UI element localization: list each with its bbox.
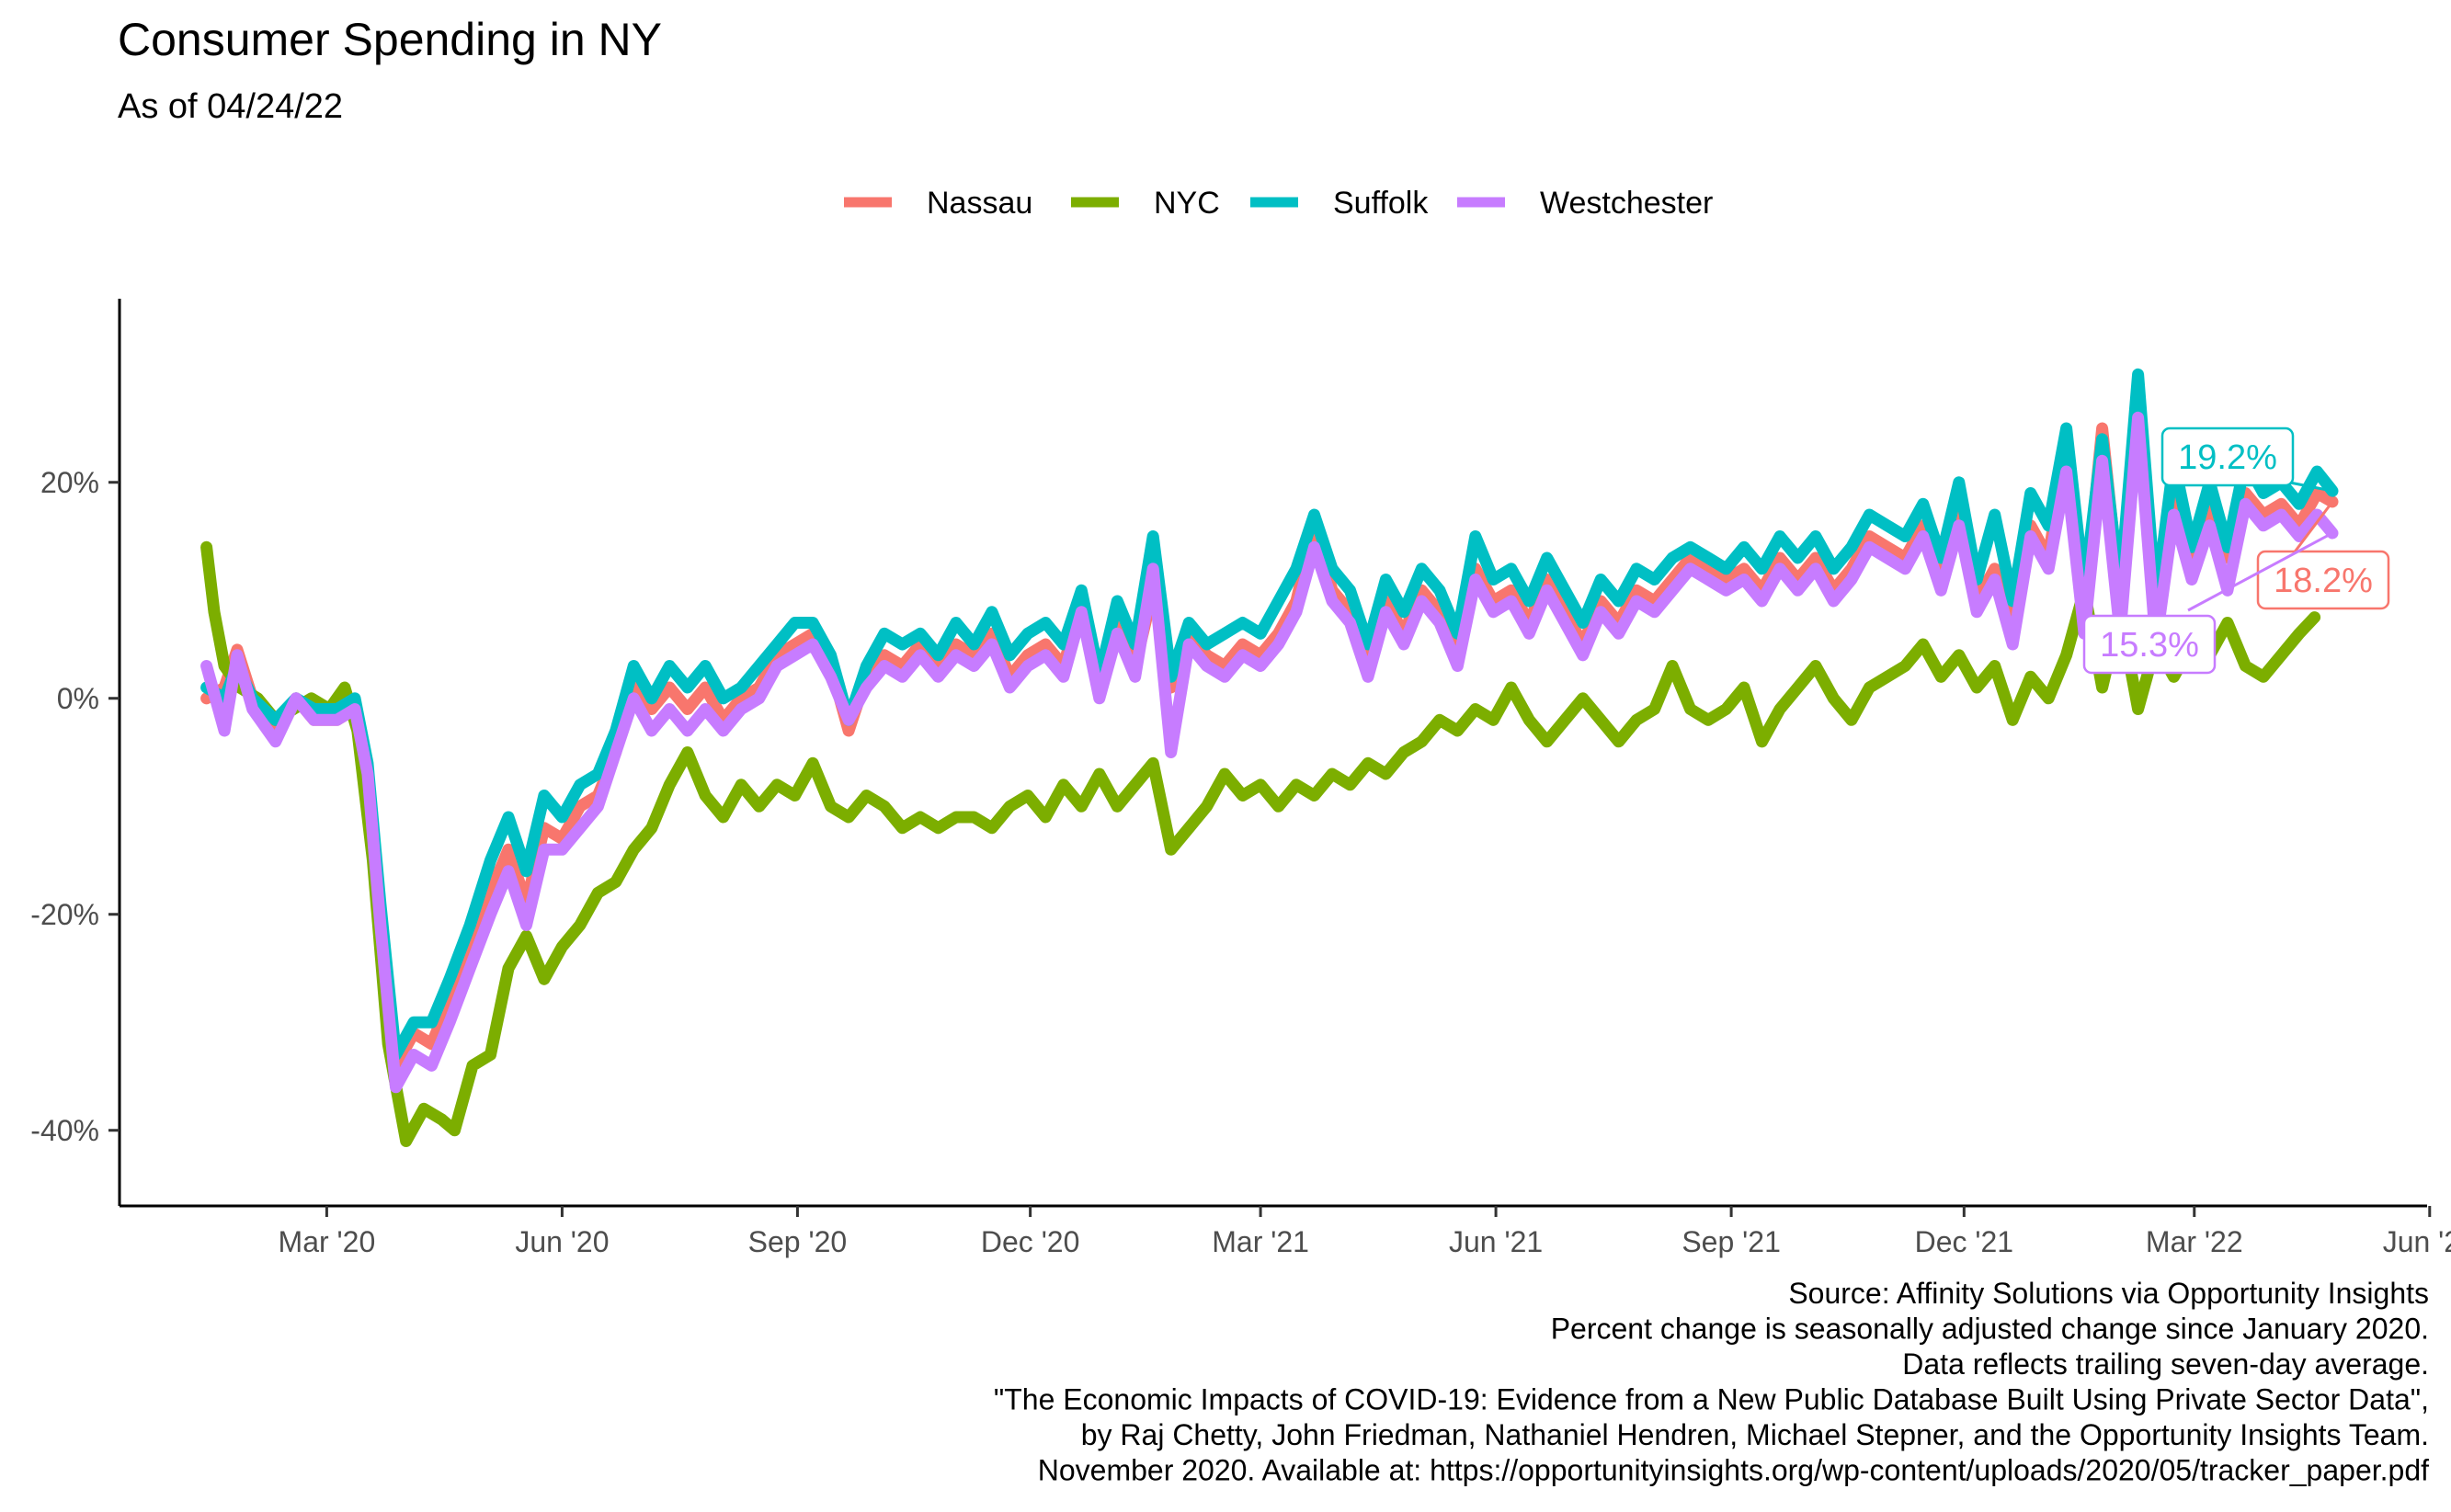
x-tick-label: Jun '21 (1449, 1225, 1543, 1258)
caption-line: Data reflects trailing seven-day average… (1902, 1347, 2429, 1381)
legend: Nassau NYC Suffolk Westchester (844, 186, 1713, 221)
x-tick-label: Mar '21 (1212, 1225, 1309, 1258)
series-line-suffolk (200, 368, 2339, 1061)
caption-line: November 2020. Available at: https://opp… (1038, 1454, 2429, 1487)
chart-subtitle: As of 04/24/22 (118, 87, 343, 126)
caption-line: Percent change is seasonally adjusted ch… (1551, 1313, 2429, 1346)
series-layer (200, 368, 2339, 1147)
end-label-box-suffolk (2160, 426, 2295, 487)
y-tick-label: -40% (30, 1114, 99, 1147)
y-axis-ticks: -40% -20% 0% 20% (30, 466, 120, 1147)
x-tick-label: Jun '22 (2383, 1225, 2451, 1258)
x-tick-label: Mar '20 (279, 1225, 376, 1258)
legend-label-suffolk: Suffolk (1333, 186, 1429, 221)
end-label-box-westchester (2082, 614, 2217, 675)
chart-title: Consumer Spending in NY (118, 14, 662, 65)
caption: Source: Affinity Solutions via Opportuni… (994, 1277, 2429, 1487)
end-label-suffolk: 19.2% (2178, 438, 2277, 477)
caption-line: "The Economic Impacts of COVID-19: Evide… (994, 1383, 2429, 1416)
legend-label-westchester: Westchester (1540, 186, 1713, 221)
end-label-nassau: 18.2% (2274, 562, 2373, 600)
x-tick-label: Sep '20 (748, 1225, 848, 1258)
series-line-nyc (200, 540, 2321, 1147)
x-tick-label: Dec '21 (1915, 1225, 2014, 1258)
x-axis-ticks: Mar '20 Jun '20 Sep '20 Dec '20 Mar '21 Jun '… (279, 1206, 2451, 1258)
end-label-leader-westchester (2187, 531, 2333, 612)
end-label-westchester: 15.3% (2100, 626, 2199, 665)
y-tick-label: 0% (57, 682, 99, 715)
y-tick-label: -20% (30, 898, 99, 931)
x-tick-label: Jun '20 (515, 1225, 609, 1258)
x-tick-label: Sep '21 (1682, 1225, 1781, 1258)
x-tick-label: Dec '20 (981, 1225, 1080, 1258)
end-labels: 18.2% 19.2% 15.3% (2082, 426, 2390, 675)
caption-line: by Raj Chetty, John Friedman, Nathaniel … (1081, 1418, 2429, 1451)
series-line-nassau (200, 401, 2339, 1072)
series-line-westchester (200, 411, 2339, 1094)
legend-label-nassau: Nassau (927, 186, 1032, 221)
legend-label-nyc: NYC (1154, 186, 1220, 221)
y-tick-label: 20% (40, 466, 99, 499)
plot-area: -40% -20% 0% 20% Mar '20 Jun '20 Sep '20 Dec '… (30, 299, 2451, 1258)
caption-line: Source: Affinity Solutions via Opportuni… (1788, 1277, 2429, 1310)
end-label-box-nassau (2256, 550, 2390, 610)
x-tick-label: Mar '22 (2146, 1225, 2243, 1258)
